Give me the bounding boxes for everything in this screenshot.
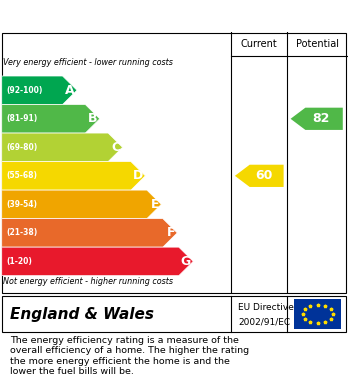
Text: G: G xyxy=(181,255,191,268)
Polygon shape xyxy=(2,190,161,219)
Text: (39-54): (39-54) xyxy=(6,200,37,209)
Text: D: D xyxy=(133,169,143,182)
Text: Not energy efficient - higher running costs: Not energy efficient - higher running co… xyxy=(3,277,174,286)
Text: The energy efficiency rating is a measure of the
overall efficiency of a home. T: The energy efficiency rating is a measur… xyxy=(10,336,250,376)
Polygon shape xyxy=(2,133,122,161)
Text: Energy Efficiency Rating: Energy Efficiency Rating xyxy=(10,9,213,23)
Text: (69-80): (69-80) xyxy=(6,143,37,152)
Text: F: F xyxy=(167,226,175,239)
Text: England & Wales: England & Wales xyxy=(10,307,155,321)
Text: 2002/91/EC: 2002/91/EC xyxy=(238,317,291,326)
Text: (1-20): (1-20) xyxy=(6,257,32,266)
Polygon shape xyxy=(2,247,193,276)
Text: Very energy efficient - lower running costs: Very energy efficient - lower running co… xyxy=(3,59,173,68)
Text: C: C xyxy=(111,141,120,154)
Text: (21-38): (21-38) xyxy=(6,228,37,237)
Text: 60: 60 xyxy=(255,169,272,182)
Bar xyxy=(294,299,341,329)
Text: A: A xyxy=(65,84,75,97)
Text: E: E xyxy=(151,198,159,211)
Text: (55-68): (55-68) xyxy=(6,171,37,180)
Polygon shape xyxy=(2,76,77,104)
Polygon shape xyxy=(235,165,284,187)
Text: Current: Current xyxy=(241,39,278,49)
Polygon shape xyxy=(2,104,100,133)
Text: (81-91): (81-91) xyxy=(6,114,37,123)
Text: 82: 82 xyxy=(313,112,330,125)
Polygon shape xyxy=(2,161,145,190)
Text: B: B xyxy=(88,112,97,125)
Polygon shape xyxy=(2,219,177,247)
Polygon shape xyxy=(291,108,343,130)
Text: EU Directive: EU Directive xyxy=(238,303,294,312)
Text: Potential: Potential xyxy=(296,39,339,49)
Text: (92-100): (92-100) xyxy=(6,86,42,95)
